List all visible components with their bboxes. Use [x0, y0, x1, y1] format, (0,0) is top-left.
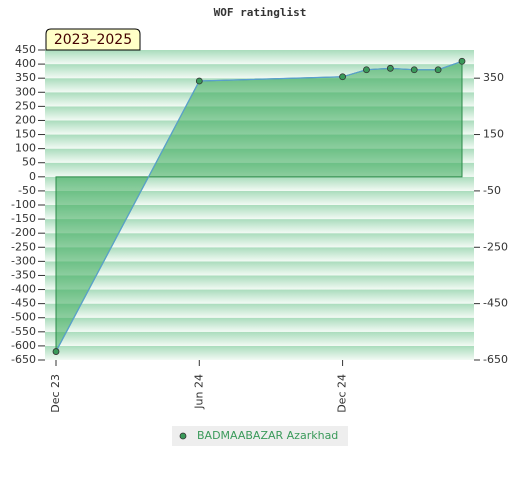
- x-tick-label: Jun 24: [192, 374, 205, 410]
- y2-tick-label: 150: [483, 128, 504, 141]
- y-tick-label: 250: [15, 99, 36, 112]
- period-label: 2023–2025: [54, 32, 132, 48]
- plot-band: [45, 176, 474, 191]
- y-tick-label: 50: [22, 156, 36, 169]
- y-tick-label: -150: [11, 212, 36, 225]
- plot-band: [45, 233, 474, 248]
- plot-band: [45, 345, 474, 360]
- plot-band: [45, 317, 474, 332]
- y-tick-label: -500: [11, 311, 36, 324]
- y2-tick-label: -450: [483, 297, 508, 310]
- plot-band: [45, 303, 474, 318]
- plot-band: [45, 331, 474, 346]
- y-tick-label: 150: [15, 128, 36, 141]
- plot-band: [45, 50, 474, 65]
- y-tick-label: 450: [15, 43, 36, 56]
- plot-band: [45, 275, 474, 290]
- y-tick-label: -100: [11, 198, 36, 211]
- data-point: [410, 66, 418, 74]
- plot-band: [45, 219, 474, 234]
- y2-tick-label: 350: [483, 71, 504, 84]
- y-tick-label: 350: [15, 71, 36, 84]
- data-point: [52, 348, 60, 355]
- data-point: [458, 57, 466, 65]
- y-tick-label: -600: [11, 339, 36, 352]
- legend-marker: [179, 432, 187, 440]
- y-tick-label: 0: [29, 170, 36, 183]
- y-tick-label: 200: [15, 113, 36, 126]
- data-point: [339, 73, 346, 81]
- y-tick-label: -50: [18, 184, 36, 197]
- y-tick-label: -250: [11, 240, 36, 253]
- plot-band: [45, 190, 474, 205]
- y-tick-label: -200: [11, 226, 36, 239]
- y-tick-label: 100: [15, 142, 36, 155]
- x-tick-label: Dec 24: [336, 374, 349, 413]
- plot-band: [45, 289, 474, 304]
- data-point: [434, 66, 442, 74]
- data-point: [363, 66, 370, 74]
- y2-tick-label: -650: [483, 353, 508, 366]
- y-tick-label: -650: [11, 353, 36, 366]
- data-point: [386, 64, 394, 72]
- plot-band: [45, 261, 474, 276]
- plot-band: [45, 247, 474, 262]
- x-tick-label: Dec 23: [49, 374, 62, 413]
- y-tick-label: -450: [11, 297, 36, 310]
- y-tick-label: 400: [15, 57, 36, 70]
- y2-tick-label: -250: [483, 240, 508, 253]
- y-tick-label: -300: [11, 254, 36, 267]
- y-tick-label: -350: [11, 268, 36, 281]
- legend: [172, 426, 348, 446]
- y-tick-label: -550: [11, 325, 36, 338]
- y2-tick-label: -50: [483, 184, 501, 197]
- period-box: [45, 28, 141, 51]
- y-tick-label: 300: [15, 85, 36, 98]
- chart-title: WOF ratinglist: [214, 6, 307, 19]
- plot-band: [45, 205, 474, 220]
- legend-label: BADMAABAZAR Azarkhad: [197, 429, 338, 442]
- series-line: [55, 60, 463, 352]
- data-point: [195, 77, 203, 85]
- y-tick-label: -400: [11, 283, 36, 296]
